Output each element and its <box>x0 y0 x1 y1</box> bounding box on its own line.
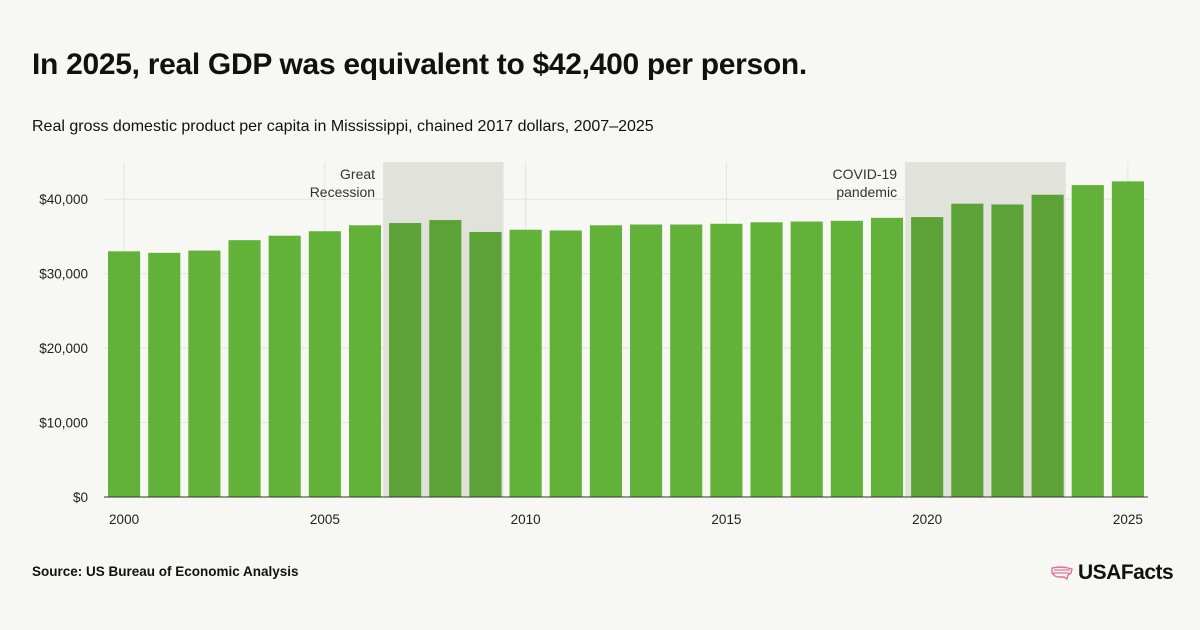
x-tick-label: 2025 <box>1113 512 1143 527</box>
bar <box>228 240 261 497</box>
x-tick-label: 2005 <box>310 512 340 527</box>
usafacts-logo[interactable]: USAFacts <box>1050 561 1174 585</box>
shaded-period-label: Great <box>340 166 375 182</box>
shaded-period-label: pandemic <box>836 184 897 200</box>
shaded-period-label: COVID-19 <box>832 166 897 182</box>
bar <box>1031 194 1064 497</box>
bar <box>710 223 743 497</box>
bar <box>830 220 863 498</box>
bar <box>991 204 1024 497</box>
x-tick-label: 2000 <box>109 512 139 527</box>
bar <box>1071 185 1104 498</box>
x-axis: 2000 2005 2010 2015 2020 2025 <box>104 496 1148 527</box>
bars <box>108 181 1144 498</box>
y-tick-label: $40,000 <box>39 192 88 207</box>
page-title: In 2025, real GDP was equivalent to $42,… <box>32 48 807 81</box>
bar-chart: Great Recession COVID-19 pandemic $0 $10,000… <box>39 162 1148 527</box>
bar <box>1111 181 1144 497</box>
us-map-stripes-icon <box>1051 566 1073 580</box>
bar <box>308 231 341 497</box>
bar <box>429 220 462 498</box>
y-tick-label: $0 <box>73 490 88 505</box>
x-tick-label: 2015 <box>711 512 741 527</box>
y-tick-label: $30,000 <box>39 267 88 282</box>
source-note: Source: US Bureau of Economic Analysis <box>32 564 299 579</box>
bar <box>911 217 944 497</box>
logo-text: USAFacts <box>1078 561 1174 584</box>
x-tick-label: 2020 <box>912 512 942 527</box>
bar <box>348 225 382 497</box>
x-tick-label: 2010 <box>511 512 541 527</box>
bar <box>630 224 663 497</box>
bar <box>108 251 141 497</box>
bar <box>750 222 783 498</box>
bar <box>589 225 622 497</box>
bar <box>951 203 984 497</box>
bar <box>188 250 221 497</box>
bar <box>509 229 542 497</box>
bar <box>469 231 502 497</box>
bar <box>670 224 703 497</box>
y-tick-label: $20,000 <box>39 341 88 356</box>
y-tick-label: $10,000 <box>39 416 88 431</box>
shaded-period-label: Recession <box>310 184 375 200</box>
bar <box>268 235 301 497</box>
bar <box>790 221 823 498</box>
y-axis: $0 $10,000 $20,000 $30,000 $40,000 <box>39 192 88 505</box>
bar <box>549 230 582 497</box>
bar <box>870 217 904 497</box>
bar <box>148 252 181 497</box>
bar <box>389 223 422 497</box>
chart-subtitle: Real gross domestic product per capita i… <box>32 118 654 135</box>
